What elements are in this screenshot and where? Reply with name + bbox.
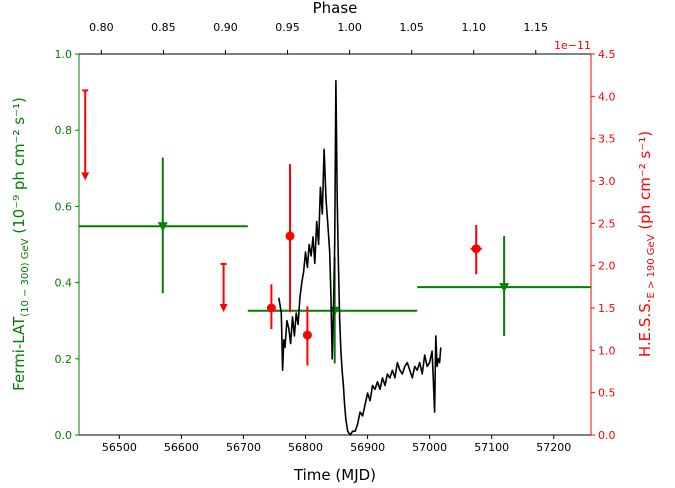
phase-tick-label: 1.10 (461, 21, 486, 34)
left-tick-label: 0.8 (55, 124, 73, 137)
phase-tick-label: 1.15 (524, 21, 549, 34)
left-tick-label: 1.0 (55, 48, 73, 61)
right-tick-label: 0.0 (598, 429, 616, 442)
x-tick-label: 57100 (474, 441, 509, 454)
right-tick-label: 1.5 (598, 302, 616, 315)
fermi-point (499, 283, 510, 293)
right-axis-title-main: H.E.S.S. (636, 299, 654, 358)
left-axis-title-main: Fermi-LAT (10, 316, 28, 391)
left-tick-label: 0.0 (55, 429, 73, 442)
phase-tick-label: 0.85 (151, 21, 176, 34)
right-tick-label: 3.0 (598, 175, 616, 188)
hess-point (471, 244, 481, 254)
left-tick-label: 0.6 (55, 200, 73, 213)
hess-point (302, 330, 312, 340)
left-tick-label: 0.4 (55, 277, 73, 290)
x-tick-label: 56900 (350, 441, 385, 454)
fermi-point (157, 222, 168, 232)
tick-layer: 56500 56600 56700 56800 56900 57000 57100 57200… (55, 21, 616, 454)
x-tick-label: 57000 (412, 441, 447, 454)
right-axis-title-sub: E > 190 GeV (646, 234, 657, 298)
x-tick-label: 56500 (102, 441, 137, 454)
right-tick-label: 1.0 (598, 344, 616, 357)
phase-tick-label: 0.95 (275, 21, 300, 34)
left-axis-title: Fermi-LAT(10 − 300) GeV (10⁻⁹ ph cm⁻² s⁻… (10, 97, 31, 391)
hess-point (285, 231, 295, 241)
right-axis-title-unit: (ph cm⁻² s⁻¹) (636, 131, 654, 235)
phase-tick-label: 1.05 (399, 21, 424, 34)
left-axis-title-unit: (10⁻⁹ ph cm⁻² s⁻¹) (10, 97, 28, 238)
right-tick-label: 4.5 (598, 48, 616, 61)
x-tick-label: 56600 (164, 441, 199, 454)
right-tick-label: 0.5 (598, 387, 616, 400)
x-tick-label: 57200 (536, 441, 571, 454)
right-axis-offset-text: 1e−11 (554, 39, 591, 52)
left-axis-title-sub: (10 − 300) GeV (20, 238, 31, 316)
phase-tick-label: 1.00 (337, 21, 362, 34)
left-tick-label: 0.2 (55, 353, 73, 366)
right-tick-label: 2.0 (598, 260, 616, 273)
lightcurve-line (278, 79, 442, 436)
x-tick-label: 56800 (288, 441, 323, 454)
fermi-point (329, 306, 340, 316)
phase-tick-label: 0.90 (213, 21, 238, 34)
hess-point (266, 303, 276, 313)
bottom-axis-title: Time (MJD) (293, 466, 376, 484)
hess-ul-arrowhead (81, 172, 90, 181)
right-tick-label: 4.0 (598, 90, 616, 103)
hess-ul-arrowhead (219, 303, 228, 312)
right-tick-label: 3.5 (598, 133, 616, 146)
right-axis-title: H.E.S.S.E > 190 GeV (ph cm⁻² s⁻¹) (636, 131, 657, 357)
phase-tick-label: 0.80 (89, 21, 114, 34)
x-tick-label: 56700 (226, 441, 261, 454)
series-layer (79, 79, 591, 436)
top-axis-title: Phase (313, 0, 358, 17)
right-tick-label: 2.5 (598, 217, 616, 230)
